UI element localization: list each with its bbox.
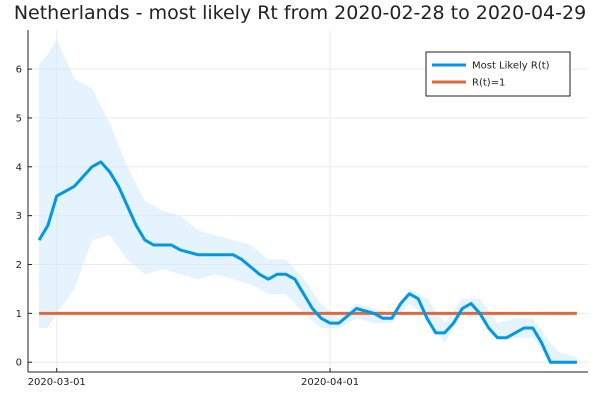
y-tick-label: 2: [16, 260, 22, 271]
y-tick-label: 3: [16, 211, 22, 222]
y-tick-label: 1: [16, 309, 22, 320]
series-lines: [37, 160, 577, 364]
axes: 0 1 2 3 4 5 6 2020-03-01 2020-04-01: [16, 30, 588, 388]
x-tick-label: 2020-04-01: [301, 377, 359, 388]
y-tick-label: 0: [16, 358, 22, 369]
legend-label: Most Likely R(t): [472, 61, 550, 72]
legend-label: R(t)=1: [472, 78, 505, 89]
chart-title: Netherlands - most likely Rt from 2020-0…: [13, 2, 587, 24]
y-tick-label: 6: [16, 65, 22, 76]
legend: Most Likely R(t) R(t)=1: [425, 51, 571, 97]
y-tick-label: 4: [16, 162, 22, 173]
x-tick-label: 2020-03-01: [28, 377, 86, 388]
legend-box: [425, 51, 571, 97]
series-line-most-likely-r-t: [37, 160, 577, 364]
y-tick-label: 5: [16, 113, 22, 124]
